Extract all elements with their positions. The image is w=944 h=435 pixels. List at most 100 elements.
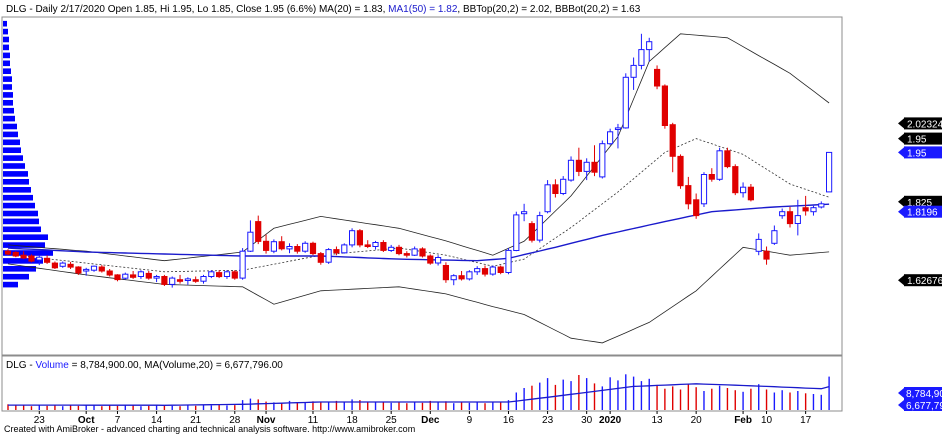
volume-profile-bar	[3, 210, 38, 217]
candle	[388, 244, 395, 252]
date-axis: 23 Oct 7 14 21 28 Nov 11 18 25 Dec 9 16 23 30 2020 13 20 F…	[34, 411, 812, 426]
volume-profile-bar	[3, 28, 8, 35]
candle	[12, 251, 19, 258]
volume-profile-bar	[3, 84, 12, 90]
candle	[763, 246, 770, 265]
candle	[513, 211, 520, 252]
date-label: 14	[151, 415, 163, 426]
candle	[341, 243, 348, 254]
candle	[442, 262, 449, 283]
candle-body	[614, 127, 622, 131]
candle-body	[223, 271, 231, 277]
candle	[786, 207, 794, 228]
price-label-box	[904, 274, 942, 287]
volume-profile-bar	[3, 68, 11, 74]
volume-profile-bar	[3, 163, 25, 169]
date-label: 21	[190, 415, 202, 426]
candle	[794, 199, 801, 236]
date-label: 28	[229, 415, 241, 426]
volume-label-box	[904, 387, 942, 399]
candle-body	[364, 244, 371, 247]
candle-body	[661, 85, 668, 126]
candle	[4, 249, 12, 256]
candle-body	[489, 266, 496, 275]
candle	[309, 241, 317, 256]
volume-profile	[3, 20, 53, 288]
candle	[51, 261, 58, 269]
candle-body	[341, 244, 348, 254]
volume-axis: 8,784,906,677,79	[898, 387, 944, 412]
candle	[255, 215, 262, 245]
candle-body	[591, 161, 598, 173]
volume-profile-bar	[3, 273, 29, 280]
price-label: 1.95	[907, 148, 927, 159]
candle-body	[450, 275, 457, 281]
date-label: 30	[581, 415, 593, 426]
candle-body	[270, 241, 277, 252]
candle-body	[122, 273, 129, 279]
candle-body	[294, 246, 301, 252]
candle	[247, 220, 254, 252]
candle-body	[333, 249, 340, 254]
candle-body	[83, 268, 90, 272]
candle	[583, 158, 590, 181]
candle-body	[810, 207, 817, 213]
candle	[724, 147, 731, 169]
candle-body	[372, 242, 379, 247]
candle	[466, 270, 473, 281]
candle-body	[356, 230, 363, 246]
date-label: 16	[503, 415, 515, 426]
candle	[317, 252, 324, 265]
volume-profile-bar	[3, 107, 14, 114]
candle-body	[137, 271, 145, 277]
volume-profile-bar	[3, 139, 20, 146]
candle	[153, 274, 160, 283]
candle	[403, 251, 410, 258]
candle-body	[51, 262, 58, 269]
date-label: 2020	[599, 415, 622, 426]
candle	[685, 176, 692, 210]
candle	[732, 164, 739, 196]
candle	[263, 234, 270, 254]
candle-body	[677, 155, 684, 187]
price-label-box	[904, 132, 942, 145]
candle-body	[724, 150, 731, 168]
price-label-arrow	[898, 196, 904, 207]
price-label-arrow	[898, 147, 904, 158]
candle-body	[481, 268, 489, 275]
candle	[208, 270, 215, 279]
price-label-arrow	[898, 118, 904, 129]
candle	[755, 233, 762, 256]
candle	[28, 254, 35, 263]
candle	[161, 274, 168, 286]
candle-body	[309, 242, 317, 255]
candle-body	[28, 255, 35, 262]
candle	[747, 184, 754, 202]
candle	[223, 270, 231, 279]
candle-body	[114, 274, 121, 281]
candle-body	[474, 268, 481, 273]
candle-body	[302, 242, 309, 252]
candle	[302, 241, 309, 253]
candle-body	[411, 248, 418, 256]
candle	[818, 201, 825, 209]
candle	[114, 274, 121, 282]
candle-body	[44, 257, 51, 263]
candle	[90, 265, 98, 272]
candle	[395, 244, 403, 256]
date-label: 17	[800, 415, 812, 426]
date-label: 23	[542, 415, 554, 426]
candle	[435, 255, 442, 266]
candle-body	[528, 223, 535, 241]
price-label-arrow	[898, 133, 904, 144]
candle-body	[67, 263, 74, 268]
candle	[826, 151, 833, 193]
candle-body	[521, 211, 528, 215]
candle	[278, 236, 285, 251]
candle	[607, 128, 614, 146]
candle	[325, 248, 332, 264]
volume-label: 8,784,90	[906, 389, 944, 400]
date-label: 20	[691, 415, 703, 426]
price-label: 1.62676	[907, 276, 944, 287]
